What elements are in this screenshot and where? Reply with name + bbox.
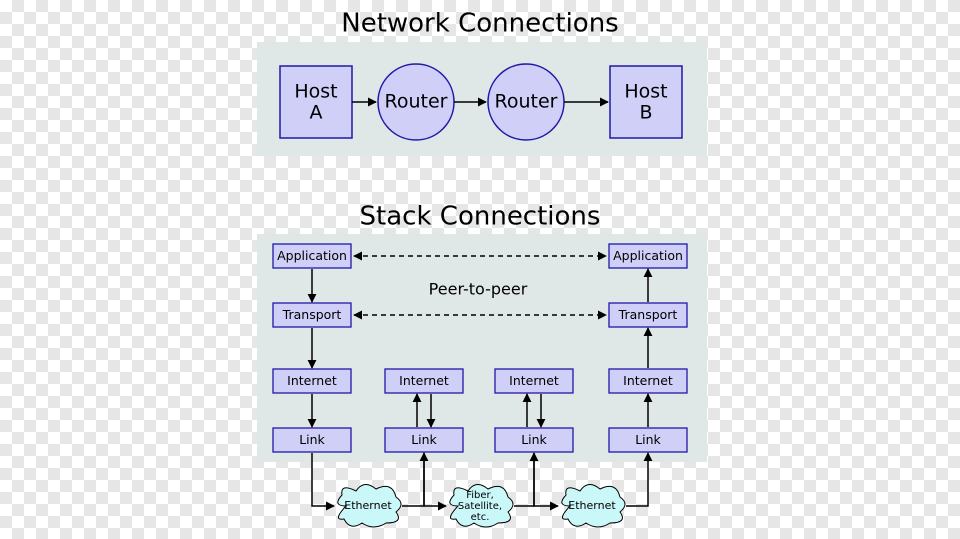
stack-c1-link: Link <box>385 428 463 452</box>
svg-text:Router: Router <box>495 91 558 113</box>
network-title: Network Connections <box>341 9 618 39</box>
svg-text:Link: Link <box>299 432 325 447</box>
stack-c3-inet: Internet <box>609 369 687 393</box>
stack-c3-trans: Transport <box>609 303 687 327</box>
stack-c0-app: Application <box>273 244 351 268</box>
stack-c1-inet: Internet <box>385 369 463 393</box>
diagram-canvas: Network Connections Stack Connections Host… <box>0 0 960 539</box>
stack-c2-inet: Internet <box>495 369 573 393</box>
stack-c3-app: Application <box>609 244 687 268</box>
svg-text:Link: Link <box>411 432 437 447</box>
svg-text:Internet: Internet <box>399 373 449 388</box>
svg-text:Ethernet: Ethernet <box>344 499 392 512</box>
svg-text:Internet: Internet <box>287 373 337 388</box>
node-hostA: HostA <box>280 66 352 138</box>
cloud-eth1: Ethernet <box>338 484 401 527</box>
stack-c3-link: Link <box>609 428 687 452</box>
stack-c2-link: Link <box>495 428 573 452</box>
svg-text:Router: Router <box>385 91 448 113</box>
svg-text:Link: Link <box>521 432 547 447</box>
svg-text:Internet: Internet <box>623 373 673 388</box>
svg-text:Application: Application <box>613 248 683 263</box>
stack-c0-inet: Internet <box>273 369 351 393</box>
stack-c0-link: Link <box>273 428 351 452</box>
node-router2: Router <box>488 64 564 140</box>
svg-text:Transport: Transport <box>618 307 678 322</box>
cloud-eth2: Ethernet <box>562 484 625 527</box>
node-router1: Router <box>378 64 454 140</box>
cloud-fiber: Fiber,Satellite,etc. <box>450 484 513 527</box>
stack-c0-trans: Transport <box>273 303 351 327</box>
stack-title: Stack Connections <box>360 202 601 232</box>
peer-label: Peer-to-peer <box>429 280 528 299</box>
node-hostB: HostB <box>610 66 682 138</box>
svg-text:Application: Application <box>277 248 347 263</box>
svg-text:Link: Link <box>635 432 661 447</box>
svg-text:Transport: Transport <box>282 307 342 322</box>
svg-text:Ethernet: Ethernet <box>568 499 616 512</box>
svg-text:Internet: Internet <box>509 373 559 388</box>
